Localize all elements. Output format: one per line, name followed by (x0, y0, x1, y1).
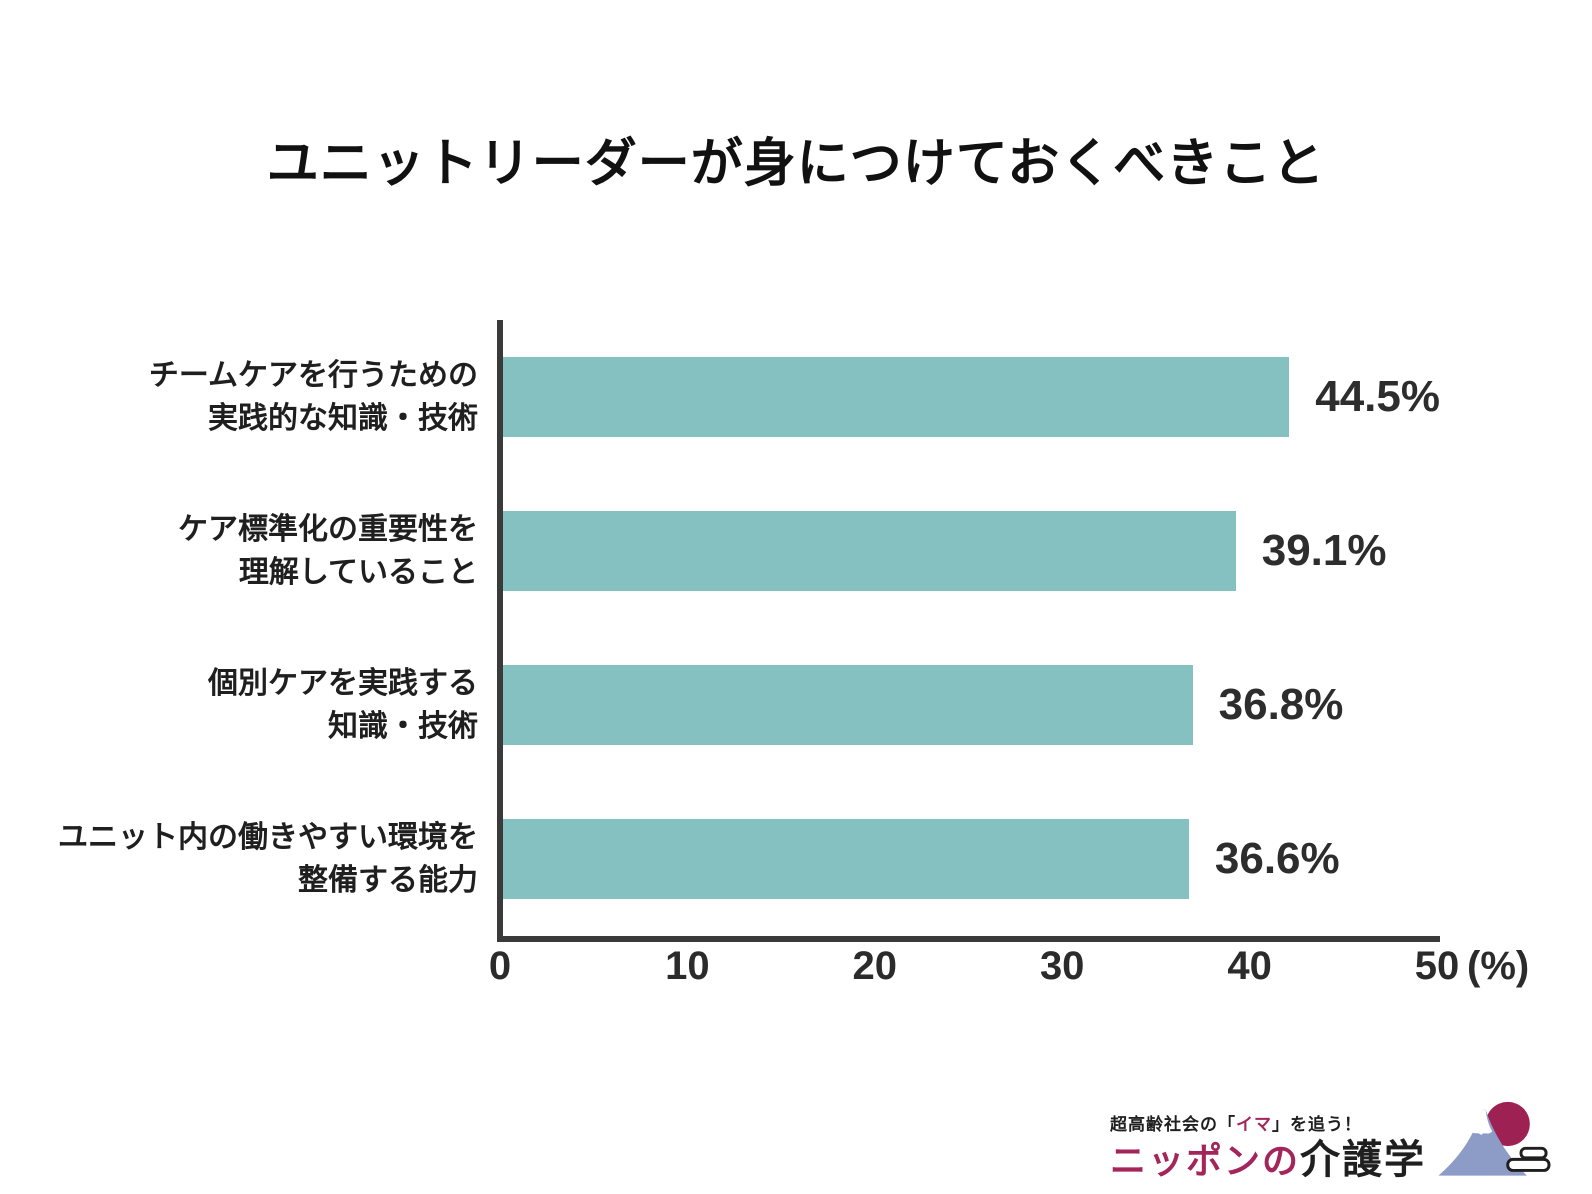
plot-area: 44.5% 39.1% 36.8% 36.6% (497, 320, 1440, 942)
brand-name-first: ニッポンの (1109, 1140, 1300, 1181)
snowcap-icon (1470, 1109, 1493, 1136)
chart-row: 39.1% (503, 474, 1440, 628)
brand-tagline: 超高齢社会の「イマ」を追う！ (1110, 1110, 1362, 1135)
bar-value-label: 44.5% (1315, 372, 1440, 421)
category-label: 個別ケアを実践する 知識・技術 (208, 666, 478, 744)
x-tick-label: 30 (1039, 944, 1085, 988)
brand-tagline-prefix: 超高齢社会の「 (1109, 1115, 1236, 1134)
brand-tagline-highlight: イマ (1235, 1115, 1272, 1134)
bar-value-label: 36.6% (1214, 834, 1340, 883)
category-label: ユニット内の働きやすい環境を 整備する能力 (58, 820, 478, 898)
category-label: チームケアを行うための 実践的な知識・技術 (148, 358, 478, 436)
brand-name-second: 介護学 (1300, 1138, 1426, 1182)
chart-row: 36.6% (503, 782, 1440, 936)
chart-title: ユニットリーダーが身につけておくべきこと (266, 134, 1326, 193)
x-tick-label: 40 (1227, 944, 1272, 988)
bar-value-label: 36.8% (1218, 680, 1344, 729)
bar (503, 665, 1193, 745)
sun-icon (1485, 1101, 1530, 1147)
bar (503, 357, 1290, 437)
brand-logo: 超高齢社会の「イマ」を追う！ ニッポンの介護学 (1110, 1096, 1552, 1180)
chart-row: 44.5% (503, 320, 1440, 474)
chart-row: 36.8% (503, 628, 1440, 782)
mountain-icon (1438, 1109, 1527, 1176)
brand-logo-text: 超高齢社会の「イマ」を追う！ ニッポンの介護学 (1110, 1110, 1426, 1180)
x-axis-unit-label: (%) (1467, 944, 1530, 988)
category-labels: チームケアを行うための 実践的な知識・技術ケア標準化の重要性を 理解していること個別… (20, 320, 478, 936)
brand-name: ニッポンの介護学 (1110, 1140, 1426, 1180)
bar-value-label: 39.1% (1261, 526, 1387, 575)
x-tick-label: 10 (665, 944, 710, 988)
category-label: ケア標準化の重要性を 理解していること (178, 512, 478, 590)
bar (503, 511, 1236, 591)
fuji-logo-illustration (1438, 1101, 1551, 1176)
x-axis-ticks: (%) 0 10 20 30 40 50 (489, 944, 1529, 996)
x-tick-label: 20 (852, 944, 898, 988)
bar (503, 819, 1189, 899)
x-tick-label: 0 (488, 944, 512, 988)
brand-tagline-suffix: 」を追う！ (1271, 1115, 1362, 1134)
x-tick-label: 50 (1414, 944, 1460, 988)
cloud-icon (1506, 1146, 1551, 1172)
